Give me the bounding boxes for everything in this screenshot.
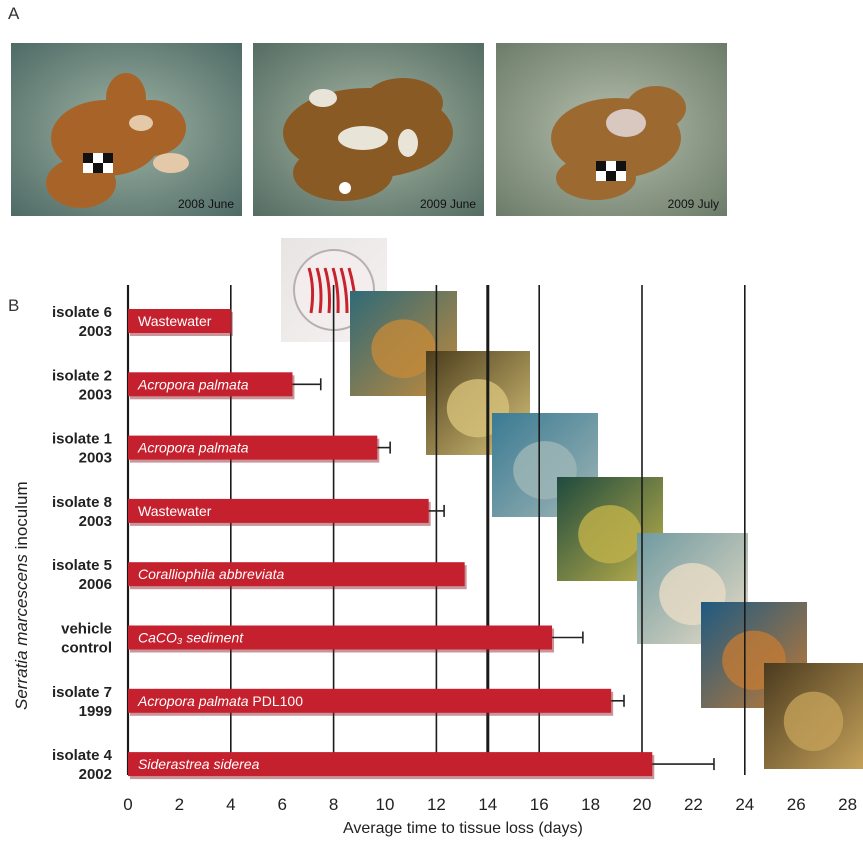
y-axis-label-italic: Serratia marcescens [12,554,31,710]
x-tick-label: 2 [175,795,184,814]
bar [128,435,378,460]
coral-photo-icon [253,43,484,216]
coral-photo-icon [496,43,727,216]
x-axis-label: Average time to tissue loss (days) [343,820,863,838]
brain-coral-inset-photo [764,663,863,769]
category-label-line1: isolate 4 [52,747,113,764]
category-label-line1: isolate 6 [52,304,112,321]
bar-label: Acropora palmata PDL100 [137,693,303,709]
category-label-line2: 2003 [79,386,112,403]
category-label-line2: control [61,640,112,657]
photo-caption: 2009 June [419,197,476,211]
category-label-line1: isolate 2 [52,367,112,384]
bar-label: Siderastrea siderea [138,756,260,772]
category-label-line1: isolate 8 [52,494,112,511]
bar [128,688,612,713]
coral-photo-icon [11,43,242,216]
photo-caption: 2009 July [667,197,719,211]
bar-label: Wastewater [138,313,212,329]
x-tick-label: 20 [633,795,652,814]
category-label-line2: 2002 [79,766,112,783]
bar [128,498,429,523]
x-tick-label: 12 [427,795,446,814]
x-tick-label: 8 [329,795,338,814]
bar [128,309,231,333]
category-label-line1: isolate 7 [52,684,112,701]
x-tick-label: 26 [787,795,806,814]
x-tick-label: 22 [684,795,703,814]
category-label-line2: 2006 [79,576,112,593]
bar-label: Coralliophila abbreviata [138,566,285,582]
x-tick-label: 10 [376,795,395,814]
x-tick-label: 6 [277,795,286,814]
bar [128,752,653,777]
x-tick-label: 24 [735,795,754,814]
x-tick-label: 18 [581,795,600,814]
photo-2009-july: 2009 July [496,43,727,216]
bar [128,372,293,397]
category-label-line2: 1999 [79,703,112,720]
x-axis-label-text: Average time to tissue loss (days) [343,820,583,837]
photo-caption: 2008 June [177,197,234,211]
bar-label: CaCO₃ sediment [138,630,244,646]
x-tick-label: 28 [838,795,857,814]
photo-2009-june: 2009 June [253,43,484,216]
photo-2008-june: 2008 June [11,43,242,216]
bar-label: Acropora palmata [137,440,249,456]
x-tick-label: 16 [530,795,549,814]
bar [128,562,465,587]
y-axis-label-rest: inoculum [12,481,31,555]
category-label-line2: 2003 [79,513,112,530]
x-tick-label: 4 [226,795,235,814]
category-label-line1: isolate 5 [52,557,112,574]
category-label-line1: isolate 1 [52,431,112,448]
category-label-line2: 2003 [79,323,112,340]
category-label-line1: vehicle [61,621,112,638]
reef-fish-inset-photo [557,477,663,581]
category-label-line2: 2003 [79,450,112,467]
bar-label: Acropora palmata [137,376,249,392]
panel-a-label: A [8,4,20,23]
y-axis-label: Serratia marcescens inoculum [12,481,32,710]
bar [128,625,553,650]
x-tick-label: 0 [123,795,132,814]
x-tick-label: 14 [478,795,497,814]
panel-b-label: B [8,296,20,315]
bar-label: Wastewater [138,503,212,519]
